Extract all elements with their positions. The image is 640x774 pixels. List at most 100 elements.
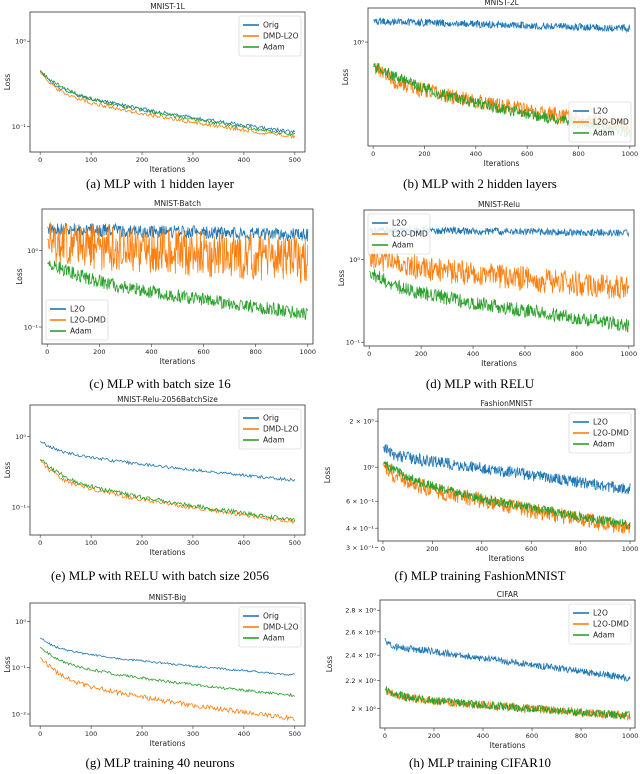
y-tick-label: 10⁰ (15, 618, 26, 626)
y-tick-label: 10⁻¹ (24, 324, 39, 332)
plot-frame (379, 599, 636, 729)
series-line-adam (382, 460, 631, 531)
legend-box (45, 299, 109, 341)
legend-box (568, 101, 632, 143)
legend-label: Adam (593, 129, 615, 138)
series-line-adam (368, 269, 630, 333)
y-tick-label: 10⁰ (27, 247, 38, 255)
y-tick-label: 2.4 × 10⁰ (345, 652, 376, 660)
x-tick-label: 0 (383, 732, 387, 740)
legend-label: Adam (263, 436, 285, 445)
x-tick-label: 1000 (300, 348, 317, 356)
x-tick-label: 800 (574, 545, 586, 553)
series-line-dmd-l2o (39, 657, 295, 722)
x-tick-label: 1000 (622, 545, 639, 553)
x-axis-label: Iterations (150, 165, 186, 174)
y-tick-label: 10⁻¹ (12, 664, 27, 672)
legend-label: L2O-DMD (392, 230, 428, 239)
y-axis-label: Loss (15, 268, 24, 285)
y-tick-label: 6 × 10⁻¹ (346, 498, 374, 506)
x-tick-label: 400 (477, 732, 489, 740)
plot-frame (29, 11, 306, 153)
legend-label: Adam (263, 43, 285, 52)
x-axis-label: Iterations (160, 357, 196, 366)
caption-c: (c) MLP with batch size 16 (89, 376, 231, 391)
y-tick-label: 10⁻¹ (12, 123, 27, 131)
plot-frame (29, 404, 306, 536)
caption-g: (g) MLP training 40 neurons (85, 755, 235, 770)
chart-panel-d: MNIST-Relu 0 200 400 600 800 1000 10⁰ 10⁻¹ Iterat… (320, 196, 640, 392)
x-tick-label: 400 (470, 150, 482, 158)
y-tick-label: 10⁰ (349, 256, 360, 264)
legend-label: L2O-DMD (593, 118, 629, 127)
x-tick-label: 600 (521, 150, 533, 158)
series-line-dmd-l2o (39, 72, 296, 140)
chart-panel-f: FashionMNIST 0 200 400 600 800 1000 2 × 10⁰ 10⁰ 6… (320, 395, 640, 587)
chart-title: MNIST-1L (150, 2, 185, 11)
legend-label: L2O (593, 107, 608, 116)
x-tick-label: 200 (136, 539, 148, 547)
chart-h: CIFAR 0 200 400 600 800 1000 2.8 × 10⁰ 2.6 × 10⁰… (325, 590, 638, 750)
x-tick-label: 200 (426, 545, 438, 553)
series-line-l2o (384, 637, 631, 683)
legend-label: L2O-DMD (593, 620, 629, 629)
chart-panel-h: CIFAR 0 200 400 600 800 1000 2.8 × 10⁰ 2.6 × 10⁰… (320, 590, 640, 774)
x-tick-label: 1000 (622, 150, 639, 158)
y-tick-label: 10⁻¹ (12, 503, 27, 511)
chart-panel-b: MNIST-2L 0 200 400 600 800 1000 10⁰ Iterations Lo… (320, 0, 640, 193)
legend-label: DMD-L2O (263, 623, 299, 632)
y-axis-label: Loss (337, 270, 346, 287)
legend-box (367, 213, 431, 255)
x-tick-label: 200 (136, 730, 148, 738)
chart-g: MNIST-Big 0 100 200 300 400 500 10⁰ 10⁻¹ 10⁻² Iter… (3, 593, 306, 748)
x-tick-label: 0 (38, 156, 42, 164)
x-tick-label: 300 (187, 730, 199, 738)
chart-panel-c: MNIST-Batch 0 200 400 600 800 1000 10⁰ 10⁻¹ Itera… (0, 196, 320, 392)
plot-frame (29, 602, 306, 727)
chart-panel-g: MNIST-Big 0 100 200 300 400 500 10⁰ 10⁻¹ 10⁻² Iter… (0, 590, 320, 774)
y-tick-label: 10⁰ (363, 464, 374, 472)
caption-a: (a) MLP with 1 hidden layer (86, 176, 234, 191)
series-line-l2o-dmd (368, 244, 630, 300)
series-line-orig (39, 441, 296, 482)
legend-label: L2O (392, 219, 407, 228)
x-tick-label: 100 (85, 156, 97, 164)
x-tick-label: 400 (476, 545, 488, 553)
y-axis-label: Loss (325, 656, 334, 673)
y-axis-label: Loss (3, 74, 12, 91)
x-axis-label: Iterations (150, 548, 186, 557)
series-line-adam (39, 459, 296, 523)
legend-box (238, 15, 302, 57)
series-line-l2o (47, 222, 309, 242)
legend-box (568, 412, 632, 454)
x-axis-label: Iterations (481, 359, 517, 368)
chart-title: MNIST-Relu (478, 200, 520, 209)
y-tick-label: 2 × 10⁰ (349, 418, 374, 426)
x-tick-label: 100 (85, 539, 97, 547)
series-line-orig (39, 69, 296, 134)
legend-label: L2O-DMD (593, 429, 629, 438)
x-tick-label: 600 (519, 350, 531, 358)
x-tick-label: 200 (136, 156, 148, 164)
y-tick-label: 2.6 × 10⁰ (345, 628, 376, 636)
x-tick-label: 0 (381, 545, 385, 553)
y-tick-label: 4 × 10⁻¹ (346, 525, 374, 533)
y-tick-label: 10⁻² (12, 710, 27, 718)
x-tick-label: 400 (238, 730, 250, 738)
x-tick-label: 500 (289, 539, 301, 547)
legend-label: Adam (392, 241, 414, 250)
legend-label: Orig (263, 21, 279, 30)
legend-label: Orig (263, 612, 279, 621)
x-tick-label: 400 (145, 348, 157, 356)
x-tick-label: 200 (428, 732, 440, 740)
legend-label: L2O (70, 305, 85, 314)
x-tick-label: 600 (526, 732, 538, 740)
chart-panel-a: MNIST-1L 0 100 200 300 400 500 10⁰ 10⁻¹ Iteration… (0, 0, 320, 193)
chart-title: MNIST-Batch (154, 199, 201, 208)
chart-e: MNIST-Relu-2056BatchSize 0 100 200 300 400 500… (3, 395, 306, 557)
caption-h: (h) MLP training CIFAR10 (409, 755, 551, 770)
plot-frame (367, 7, 636, 147)
chart-title: MNIST-Big (149, 593, 187, 602)
y-tick-label: 10⁻¹ (346, 339, 361, 347)
chart-c: MNIST-Batch 0 200 400 600 800 1000 10⁰ 10⁻¹ Itera… (15, 199, 317, 366)
